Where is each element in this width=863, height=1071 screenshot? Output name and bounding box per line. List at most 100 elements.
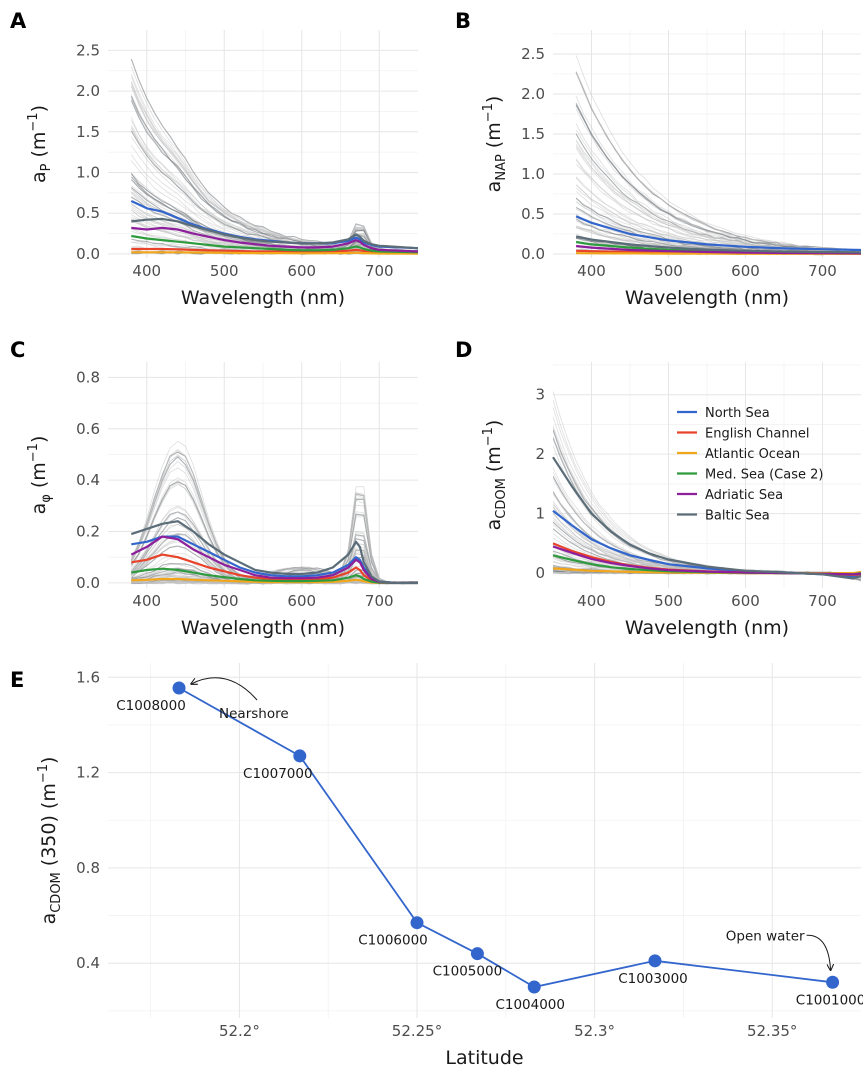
y-tick-label: 0.4 bbox=[76, 954, 100, 972]
series-line-baltic-sea bbox=[575, 235, 862, 254]
y-tick-label: 0.5 bbox=[76, 204, 100, 222]
x-tick-label: 600 bbox=[287, 262, 316, 280]
y-label-unit: (350) (m bbox=[38, 783, 60, 866]
y-label-close: ) bbox=[483, 96, 505, 103]
panel-tag: C bbox=[10, 338, 25, 362]
x-tick-label: 52.35° bbox=[747, 1022, 797, 1040]
y-label-sup: −1 bbox=[36, 764, 51, 783]
series-line-baltic-sea bbox=[552, 456, 862, 580]
y-label-sub: NAP bbox=[494, 154, 509, 181]
y-axis-label: aCDOM (350) (m−1) bbox=[36, 757, 64, 925]
x-tick-label: 500 bbox=[210, 592, 239, 610]
annotation-arrow bbox=[191, 677, 258, 701]
x-axis-label: Wavelength (nm) bbox=[181, 617, 345, 639]
x-tick-label: 400 bbox=[132, 592, 161, 610]
panel-a: 400 500 600 700 0.0 0.5 1.0 1.5 2.0 2.5 A Wavelengt… bbox=[10, 9, 419, 309]
y-tick-label: 2.5 bbox=[521, 45, 545, 63]
y-tick-label: 0.6 bbox=[76, 420, 100, 438]
series-line-adriatic-sea bbox=[130, 535, 418, 584]
y-label-sub: CDOM bbox=[494, 478, 509, 519]
x-tick-label: 700 bbox=[365, 592, 394, 610]
y-label-sub: CDOM bbox=[49, 872, 64, 913]
panel-e: 52.2° 52.25° 52.3° 52.35° 0.4 0.8 1.2 1.6 C10080… bbox=[10, 663, 863, 1069]
y-tick-label: 2.0 bbox=[521, 85, 545, 103]
y-label-sup: −1 bbox=[481, 103, 496, 122]
y-axis-label: aNAP (m−1) bbox=[481, 96, 509, 193]
panel-tag: E bbox=[10, 668, 24, 692]
y-label-unit: (m bbox=[28, 132, 50, 158]
y-tick-label: 0.8 bbox=[76, 368, 100, 386]
y-tick-label: 0.5 bbox=[521, 205, 545, 223]
y-tick-label: 0 bbox=[535, 564, 545, 582]
data-point bbox=[648, 954, 662, 968]
data-point bbox=[826, 975, 840, 989]
station-label: C1001000 bbox=[796, 992, 863, 1008]
y-tick-label: 2.0 bbox=[76, 82, 100, 100]
series-line-north-sea bbox=[575, 215, 862, 252]
panel-tag: B bbox=[455, 9, 471, 33]
y-tick-label: 1.0 bbox=[521, 165, 545, 183]
annotation-open-water: Open water bbox=[726, 928, 805, 944]
panel-tag: A bbox=[10, 9, 27, 33]
x-axis-label: Wavelength (nm) bbox=[181, 287, 345, 309]
background-spectrum bbox=[575, 71, 861, 252]
data-point bbox=[527, 980, 541, 994]
y-label-base: a bbox=[28, 171, 50, 183]
background-spectrum bbox=[130, 85, 418, 253]
y-tick-label: 0.0 bbox=[76, 245, 100, 263]
y-tick-label: 0.2 bbox=[76, 523, 100, 541]
y-label-base: a bbox=[483, 181, 505, 193]
y-tick-label: 0.0 bbox=[76, 574, 100, 592]
y-tick-label: 1.6 bbox=[76, 668, 100, 686]
x-tick-label: 600 bbox=[731, 592, 760, 610]
y-tick-label: 1.5 bbox=[521, 125, 545, 143]
series-line-atlantic-ocean bbox=[131, 251, 419, 255]
y-label-close: ) bbox=[483, 420, 505, 427]
y-label-sup: −1 bbox=[26, 443, 41, 462]
y-tick-label: 0.4 bbox=[76, 471, 100, 489]
background-spectra bbox=[575, 55, 861, 256]
y-tick-label: 0.0 bbox=[521, 245, 545, 263]
panel-b: 400 500 600 700 0.0 0.5 1.0 1.5 2.0 2.5 B Wavelengt… bbox=[455, 9, 862, 309]
y-tick-label: 1.5 bbox=[76, 123, 100, 141]
x-tick-label: 52.2° bbox=[219, 1022, 260, 1040]
background-spectrum bbox=[575, 164, 861, 254]
series-line-adriatic-sea bbox=[131, 226, 419, 253]
background-spectrum bbox=[131, 185, 418, 254]
background-spectra bbox=[130, 440, 418, 585]
series-line-adriatic-sea bbox=[575, 244, 862, 255]
x-tick-label: 400 bbox=[132, 262, 161, 280]
y-tick-label: 1 bbox=[535, 505, 545, 523]
background-spectrum bbox=[575, 145, 861, 253]
station-label: C1006000 bbox=[358, 933, 428, 949]
background-spectra bbox=[130, 58, 418, 255]
x-tick-label: 600 bbox=[287, 592, 316, 610]
x-axis-label: Wavelength (nm) bbox=[625, 617, 789, 639]
x-tick-label: 500 bbox=[654, 592, 683, 610]
data-point bbox=[172, 681, 186, 695]
x-tick-label: 700 bbox=[365, 262, 394, 280]
background-spectrum bbox=[130, 80, 418, 253]
x-tick-label: 500 bbox=[654, 262, 683, 280]
x-tick-label: 52.3° bbox=[574, 1022, 615, 1040]
station-label: C1003000 bbox=[618, 971, 688, 987]
legend-label: Adriatic Sea bbox=[705, 488, 783, 503]
y-label-sub: P bbox=[39, 163, 54, 171]
y-tick-label: 3 bbox=[535, 386, 545, 404]
legend: North Sea English Channel Atlantic Ocean Me… bbox=[677, 406, 823, 524]
y-tick-label: 2 bbox=[535, 445, 545, 463]
data-point bbox=[293, 749, 307, 763]
y-axis-label: aP (m−1) bbox=[26, 105, 54, 183]
x-tick-label: 600 bbox=[731, 262, 760, 280]
y-label-base: a bbox=[483, 519, 505, 531]
series-line-med-sea-case- bbox=[131, 234, 419, 254]
annotation-arrow bbox=[806, 934, 831, 970]
station-label: C1005000 bbox=[433, 964, 503, 980]
legend-label: Med. Sea (Case 2) bbox=[705, 468, 823, 483]
panel-tag: D bbox=[455, 338, 472, 362]
x-axis-label: Latitude bbox=[445, 1047, 523, 1069]
y-axis-label: aφ (m−1) bbox=[26, 436, 54, 515]
y-label-base: a bbox=[28, 503, 50, 515]
station-label: C1008000 bbox=[116, 698, 186, 714]
